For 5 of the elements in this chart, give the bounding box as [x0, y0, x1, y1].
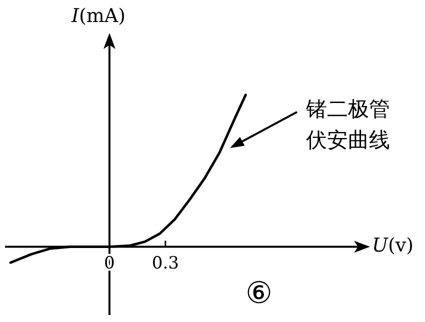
annotation: 锗二极管伏安曲线	[305, 97, 390, 152]
y-axis-title: I(mA)	[70, 5, 126, 27]
x-tick-label: 0.3	[152, 254, 179, 274]
text: ⑥	[246, 276, 272, 311]
x-axis-title: U(v)	[372, 234, 414, 257]
